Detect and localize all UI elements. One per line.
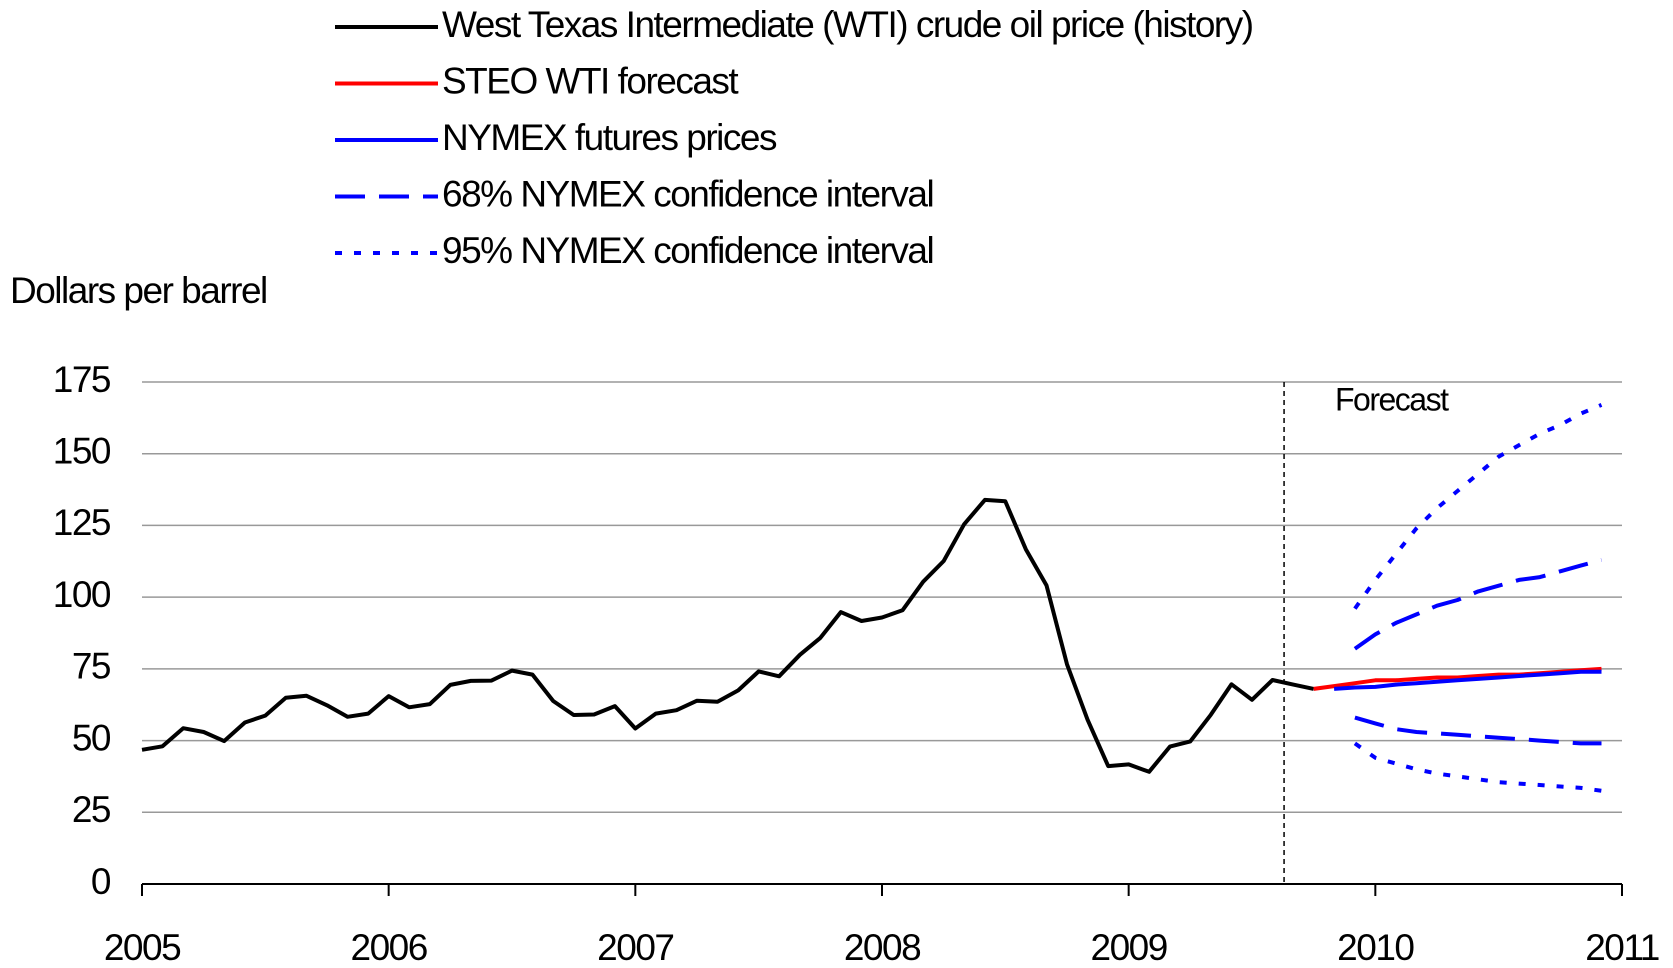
- x-tick-label: 2010: [1337, 927, 1414, 968]
- y-tick-label: 25: [72, 789, 111, 830]
- y-axis-label: Dollars per barrel: [10, 270, 267, 311]
- series-line: [141, 497, 1315, 774]
- annotation: Forecast: [1335, 381, 1449, 417]
- x-tick-label: 2007: [597, 927, 673, 968]
- series-line: [1353, 557, 1603, 651]
- legend-label: STEO WTI forecast: [442, 60, 739, 101]
- y-tick-label: 125: [53, 502, 111, 543]
- legend-label: 95% NYMEX confidence interval: [442, 230, 933, 271]
- y-tick-label: 175: [53, 359, 111, 400]
- y-tick-label: 100: [53, 574, 111, 615]
- series-line: [1333, 669, 1602, 691]
- x-tick-label: 2008: [844, 927, 920, 968]
- y-tick-label: 0: [91, 861, 111, 902]
- series-line: [1354, 715, 1602, 746]
- x-tick-label: 2011: [1585, 927, 1659, 968]
- legend-label: NYMEX futures prices: [442, 117, 777, 158]
- y-tick-label: 50: [72, 717, 111, 758]
- series-line: [1353, 403, 1603, 610]
- x-tick-label: 2005: [104, 927, 181, 968]
- y-tick-label: 150: [53, 430, 111, 471]
- y-tick-label: 75: [72, 646, 111, 687]
- legend-label: West Texas Intermediate (WTI) crude oil …: [442, 4, 1253, 45]
- legend-label: 68% NYMEX confidence interval: [442, 173, 933, 214]
- series-line: [1353, 741, 1602, 793]
- x-tick-label: 2009: [1091, 927, 1167, 968]
- x-tick-label: 2006: [351, 927, 427, 968]
